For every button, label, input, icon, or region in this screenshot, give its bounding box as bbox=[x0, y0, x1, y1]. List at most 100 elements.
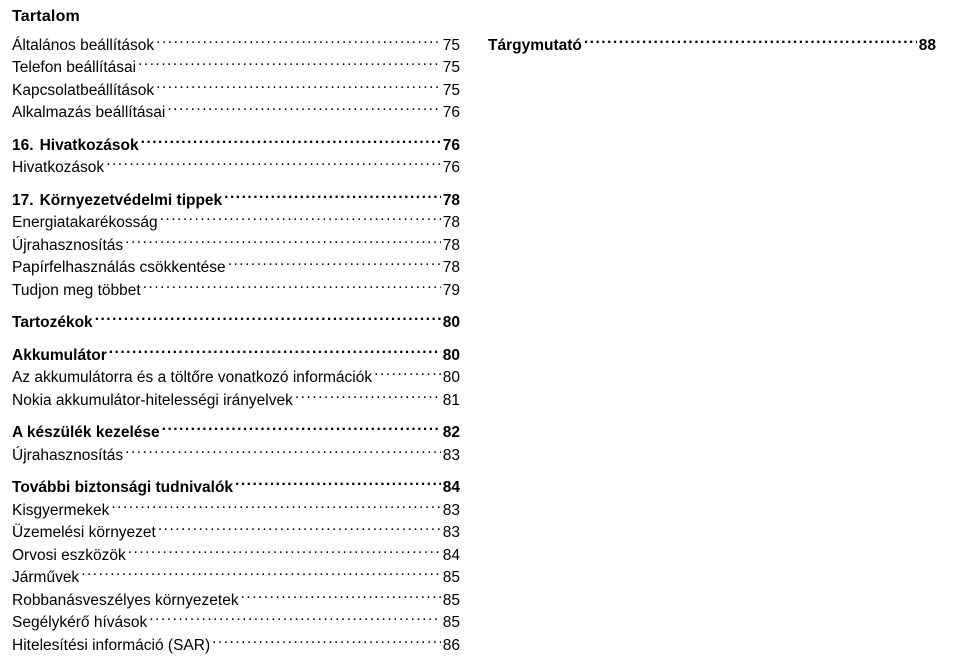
toc-leader-dots bbox=[295, 389, 441, 405]
toc-heading-label: Tárgymutató bbox=[488, 35, 582, 57]
toc-row: Alkalmazás beállításai 76 bbox=[12, 102, 460, 125]
toc-page-number: 80 bbox=[443, 312, 460, 334]
toc-page-number: 76 bbox=[443, 135, 460, 157]
toc-row: További biztonsági tudnivalók 84 bbox=[12, 477, 460, 500]
toc-leader-dots bbox=[584, 34, 917, 50]
toc-heading-label: Tartozékok bbox=[12, 312, 93, 334]
toc-entry-label: Hivatkozások bbox=[12, 157, 104, 179]
toc-row: 16. Hivatkozások 76 bbox=[12, 134, 460, 157]
toc-row: Kapcsolatbeállítások 75 bbox=[12, 79, 460, 102]
toc-page-number: 83 bbox=[443, 522, 460, 544]
toc-entry-label: Tudjon meg többet bbox=[12, 280, 141, 302]
toc-leader-dots bbox=[128, 544, 441, 560]
toc-row: Orvosi eszközök 84 bbox=[12, 544, 460, 567]
toc-page-number: 84 bbox=[443, 545, 460, 567]
toc-leader-dots bbox=[141, 134, 441, 150]
toc-page-number: 80 bbox=[443, 367, 460, 389]
toc-leader-dots bbox=[95, 312, 441, 328]
toc-page-number: 85 bbox=[443, 567, 460, 589]
toc-entry-label: Orvosi eszközök bbox=[12, 545, 126, 567]
toc-entry-label: Kapcsolatbeállítások bbox=[12, 80, 154, 102]
toc-chapter-title: Hivatkozások bbox=[40, 135, 139, 157]
toc-leader-dots bbox=[374, 367, 441, 383]
toc-row: Robbanásveszélyes környezetek 85 bbox=[12, 589, 460, 612]
toc-entry-label: Robbanásveszélyes környezetek bbox=[12, 590, 239, 612]
toc-leader-dots bbox=[81, 567, 441, 583]
toc-page-number: 76 bbox=[443, 157, 460, 179]
toc-entry-label: Papírfelhasználás csökkentése bbox=[12, 257, 226, 279]
toc-leader-dots bbox=[143, 279, 441, 295]
toc-leader-dots bbox=[158, 522, 441, 538]
toc-chapter-number: 16. bbox=[12, 135, 34, 157]
toc-left-column: Általános beállítások75Telefon beállítás… bbox=[12, 34, 460, 657]
toc-page-number: 85 bbox=[443, 590, 460, 612]
toc-row: Általános beállítások75 bbox=[12, 34, 460, 57]
toc-row: Tudjon meg többet 79 bbox=[12, 279, 460, 302]
toc-entry-label: Újrahasznosítás bbox=[12, 235, 123, 257]
toc-spacer bbox=[12, 179, 460, 189]
toc-entry-label: Kisgyermekek bbox=[12, 500, 109, 522]
toc-row: Akkumulátor80 bbox=[12, 344, 460, 367]
toc-chapter-label: 16. Hivatkozások bbox=[12, 135, 139, 157]
toc-right-column: Tárgymutató 88 bbox=[488, 34, 936, 657]
toc-page-number: 83 bbox=[443, 500, 460, 522]
toc-page-number: 82 bbox=[443, 422, 460, 444]
toc-page-number: 78 bbox=[443, 190, 460, 212]
toc-page-number: 75 bbox=[443, 80, 460, 102]
toc-row: Papírfelhasználás csökkentése 78 bbox=[12, 257, 460, 280]
page-title: Tartalom bbox=[12, 8, 936, 26]
toc-row: Energiatakarékosság 78 bbox=[12, 212, 460, 235]
toc-row: A készülék kezelése 82 bbox=[12, 422, 460, 445]
toc-page-number: 79 bbox=[443, 280, 460, 302]
toc-page-number: 78 bbox=[443, 235, 460, 257]
toc-leader-dots bbox=[156, 79, 441, 95]
toc-spacer bbox=[12, 412, 460, 422]
toc-row: Újrahasznosítás83 bbox=[12, 444, 460, 467]
toc-entry-label: Alkalmazás beállításai bbox=[12, 102, 165, 124]
toc-page-number: 85 bbox=[443, 612, 460, 634]
toc-leader-dots bbox=[125, 234, 441, 250]
toc-heading-label: További biztonsági tudnivalók bbox=[12, 477, 233, 499]
toc-leader-dots bbox=[212, 634, 441, 650]
toc-leader-dots bbox=[162, 422, 441, 438]
toc-entry-label: Üzemelési környezet bbox=[12, 522, 156, 544]
toc-row: Hitelesítési információ (SAR) 86 bbox=[12, 634, 460, 657]
toc-leader-dots bbox=[167, 102, 440, 118]
toc-heading-label: Akkumulátor bbox=[12, 345, 107, 367]
toc-leader-dots bbox=[156, 34, 441, 50]
toc-leader-dots bbox=[125, 444, 441, 460]
toc-spacer bbox=[12, 302, 460, 312]
toc-leader-dots bbox=[235, 477, 441, 493]
toc-leader-dots bbox=[228, 257, 441, 273]
toc-page-number: 78 bbox=[443, 212, 460, 234]
toc-row: Nokia akkumulátor-hitelességi irányelvek… bbox=[12, 389, 460, 412]
toc-entry-label: Járművek bbox=[12, 567, 79, 589]
toc-entry-label: Energiatakarékosság bbox=[12, 212, 158, 234]
toc-page-number: 75 bbox=[443, 35, 460, 57]
toc-page-number: 78 bbox=[443, 257, 460, 279]
toc-leader-dots bbox=[149, 612, 440, 628]
toc-row: Tárgymutató 88 bbox=[488, 34, 936, 57]
toc-page-number: 84 bbox=[443, 477, 460, 499]
toc-leader-dots bbox=[160, 212, 441, 228]
toc-row: Újrahasznosítás 78 bbox=[12, 234, 460, 257]
toc-chapter-title: Környezetvédelmi tippek bbox=[40, 190, 223, 212]
toc-page-number: 76 bbox=[443, 102, 460, 124]
toc-row: Telefon beállításai75 bbox=[12, 57, 460, 80]
toc-entry-label: Telefon beállításai bbox=[12, 57, 136, 79]
toc-leader-dots bbox=[224, 189, 441, 205]
toc-row: Üzemelési környezet 83 bbox=[12, 522, 460, 545]
toc-entry-label: Hitelesítési információ (SAR) bbox=[12, 635, 210, 657]
toc-page-number: 88 bbox=[919, 35, 936, 57]
toc-spacer bbox=[12, 334, 460, 344]
toc-entry-label: Az akkumulátorra és a töltőre vonatkozó … bbox=[12, 367, 372, 389]
toc-row: Az akkumulátorra és a töltőre vonatkozó … bbox=[12, 367, 460, 390]
toc-chapter-label: 17.Környezetvédelmi tippek bbox=[12, 190, 222, 212]
toc-leader-dots bbox=[241, 589, 441, 605]
toc-row: 17.Környezetvédelmi tippek 78 bbox=[12, 189, 460, 212]
toc-entry-label: Nokia akkumulátor-hitelességi irányelvek bbox=[12, 390, 293, 412]
toc-heading-label: A készülék kezelése bbox=[12, 422, 160, 444]
toc-page-number: 86 bbox=[443, 635, 460, 657]
toc-row: Járművek 85 bbox=[12, 567, 460, 590]
toc-row: Hivatkozások 76 bbox=[12, 157, 460, 180]
